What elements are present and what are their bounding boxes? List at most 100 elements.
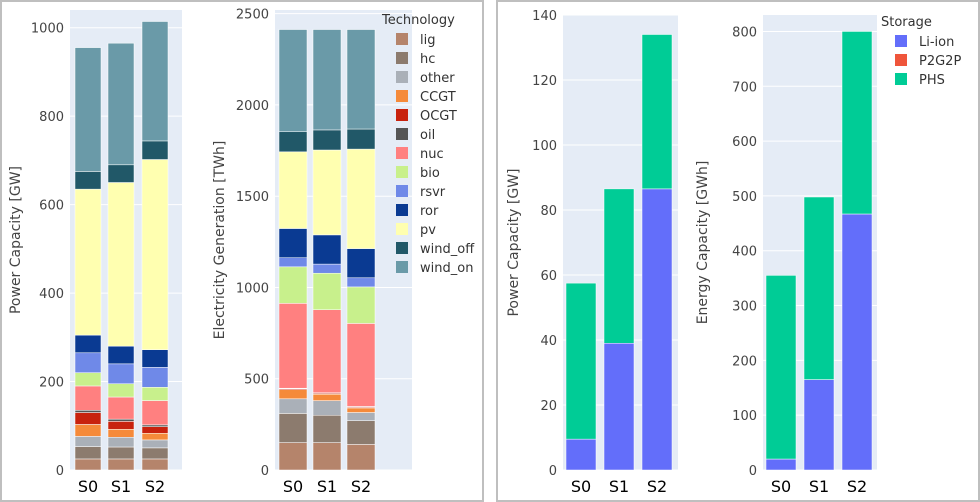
x-tick-label: S2: [647, 477, 667, 496]
y-tick-label: 700: [732, 80, 757, 95]
y-tick-label: 400: [39, 287, 64, 302]
y-tick-label: 2000: [236, 99, 269, 114]
legend-swatch: [396, 261, 408, 273]
y-axis-label: Power Capacity [GW]: [8, 166, 24, 314]
bar-segment-nuc: [346, 323, 376, 407]
x-tick-label: S1: [809, 477, 829, 496]
legend-swatch: [895, 73, 907, 85]
y-tick-label: 1500: [236, 190, 269, 205]
legend-swatch: [396, 223, 408, 235]
bar-segment-li-ion: [803, 379, 835, 471]
legend-label: rsvr: [420, 185, 446, 200]
bar-segment-ocgt: [74, 412, 102, 425]
bar-segment-ror: [141, 349, 169, 368]
bar-segment-phs: [765, 275, 797, 460]
bar-segment-li-ion: [841, 213, 873, 471]
bar-segment-nuc: [141, 400, 169, 426]
y-tick-label: 100: [732, 409, 757, 424]
bar-segment-oil: [107, 418, 135, 422]
bar-segment-nuc: [107, 396, 135, 420]
bar-segment-rsvr: [346, 277, 376, 288]
y-tick-label: 1000: [31, 22, 64, 37]
bar-segment-wind-off: [278, 131, 308, 153]
y-tick-label: 500: [244, 373, 269, 388]
bar-segment-lig: [107, 458, 135, 471]
legend-swatch: [396, 147, 408, 159]
bar-segment-other: [312, 400, 342, 416]
bar-segment-wind-on: [107, 42, 135, 166]
bar-segment-bio: [278, 266, 308, 304]
bar-segment-lig: [74, 458, 102, 471]
legend-swatch: [396, 185, 408, 197]
bar-segment-phs: [803, 196, 835, 380]
bar-segment-hc: [141, 447, 169, 460]
y-axis-label: Power Capacity [GW]: [506, 168, 522, 316]
bar-segment-wind-off: [107, 164, 135, 183]
y-tick-label: 300: [732, 300, 757, 315]
bar-segment-wind-on: [312, 29, 342, 131]
y-tick-label: 800: [732, 25, 757, 40]
bar-segment-nuc: [278, 303, 308, 389]
bar-segment-rsvr: [107, 363, 135, 385]
x-tick-label: S0: [283, 477, 303, 496]
legend-label: Li-ion: [919, 35, 954, 50]
bar-segment-ocgt: [107, 421, 135, 430]
bar-segment-oil: [141, 424, 169, 427]
bar-segment-wind-off: [74, 171, 102, 190]
bar-segment-bio: [107, 383, 135, 398]
y-tick-label: 200: [732, 354, 757, 369]
y-tick-label: 100: [532, 139, 557, 154]
legend-label: hc: [420, 52, 435, 67]
bar-segment-ror: [278, 228, 308, 258]
bar-segment-wind-off: [141, 140, 169, 160]
legend-swatch: [396, 166, 408, 178]
bar-segment-ccgt: [107, 429, 135, 438]
x-tick-label: S1: [317, 477, 337, 496]
bar-segment-rsvr: [278, 257, 308, 268]
bar-segment-hc: [312, 414, 342, 443]
x-tick-label: S1: [111, 477, 131, 496]
bar-segment-pv: [312, 149, 342, 236]
x-tick-label: S0: [771, 477, 791, 496]
bar-segment-hc: [107, 446, 135, 460]
legend-label: wind_on: [420, 261, 473, 276]
legend-label: pv: [420, 223, 436, 238]
y-tick-label: 0: [549, 464, 557, 479]
bar-segment-pv: [141, 159, 169, 350]
y-tick-label: 60: [540, 269, 557, 284]
y-tick-label: 400: [732, 245, 757, 260]
bar-segment-bio: [141, 387, 169, 401]
bar-segment-ccgt: [141, 433, 169, 441]
bar-segment-phs: [841, 31, 873, 215]
x-tick-label: S1: [609, 477, 629, 496]
bar-segment-wind-off: [312, 129, 342, 151]
bar-segment-phs: [603, 188, 635, 344]
y-tick-label: 600: [732, 135, 757, 150]
legend-technology-title: Technology: [381, 13, 455, 28]
bar-segment-rsvr: [312, 263, 342, 274]
y-tick-label: 2500: [236, 8, 269, 23]
legend-swatch: [396, 90, 408, 102]
bar-segment-ocgt: [141, 426, 169, 434]
bar-segment-ror: [74, 334, 102, 354]
legend-label: other: [420, 71, 455, 86]
y-axis-label: Electricity Generation [TWh]: [212, 141, 228, 340]
bar-segment-li-ion: [641, 188, 673, 471]
x-tick-label: S2: [145, 477, 165, 496]
bar-segment-other: [346, 412, 376, 421]
bar-segment-wind-on: [74, 47, 102, 172]
x-tick-label: S0: [571, 477, 591, 496]
bar-segment-nuc: [74, 385, 102, 411]
bar-segment-other: [141, 439, 169, 449]
y-tick-label: 40: [540, 334, 557, 349]
bar-segment-lig: [312, 442, 342, 471]
bar-segment-pv: [107, 182, 135, 347]
bar-segment-li-ion: [565, 438, 597, 471]
bar-segment-wind-on: [346, 29, 376, 130]
bar-segment-wind-off: [346, 128, 376, 150]
bar-segment-bio: [346, 286, 376, 324]
legend-swatch: [895, 54, 907, 66]
bar-segment-li-ion: [603, 343, 635, 471]
y-tick-label: 0: [261, 464, 269, 479]
